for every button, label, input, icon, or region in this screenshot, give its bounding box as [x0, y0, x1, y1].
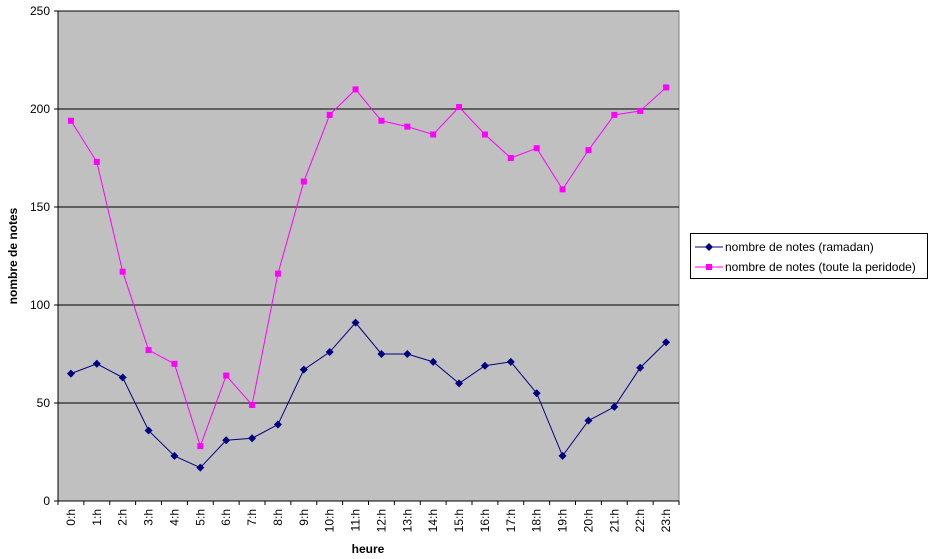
data-point [171, 360, 178, 367]
data-point [662, 338, 671, 347]
x-tick-label: 23:h [659, 509, 673, 532]
x-tick-label: 14:h [426, 509, 440, 532]
data-point [299, 365, 308, 374]
legend-label-toute-la-periode: nombre de notes (toute la peridode) [725, 260, 916, 274]
x-tick-label: 17:h [504, 509, 518, 532]
y-tick-label: 100 [30, 298, 50, 312]
x-tick-label: 7:h [245, 509, 259, 526]
data-point [273, 420, 282, 429]
x-tick-label: 2:h [116, 509, 130, 526]
data-point [506, 357, 515, 366]
data-point [663, 84, 670, 91]
data-point [326, 111, 333, 118]
legend-item-toute-la-periode: nombre de notes (toute la peridode) [691, 259, 927, 275]
x-tick-label: 1:h [90, 509, 104, 526]
data-point [481, 131, 488, 138]
data-point [144, 426, 153, 435]
y-tick-label: 200 [30, 102, 50, 116]
data-point [532, 389, 541, 398]
data-point [637, 107, 644, 114]
legend-swatch-toute-la-periode [695, 264, 723, 270]
data-point [325, 348, 334, 357]
data-point [92, 359, 101, 368]
data-point [430, 131, 437, 138]
data-point [93, 158, 100, 165]
data-point [480, 361, 489, 370]
x-tick-label: 8:h [271, 509, 285, 526]
data-point [404, 123, 411, 130]
data-point [300, 178, 307, 185]
x-tick-label: 9:h [297, 509, 311, 526]
data-point [274, 270, 281, 277]
data-point [611, 111, 618, 118]
data-point [636, 363, 645, 372]
data-point [455, 379, 464, 388]
x-tick-label: 5:h [193, 509, 207, 526]
y-tick-label: 250 [30, 4, 50, 18]
data-point [352, 86, 359, 93]
data-point [507, 155, 514, 161]
data-point [559, 186, 566, 193]
series-line [70, 87, 667, 448]
data-point [351, 318, 360, 327]
legend: nombre de notes (ramadan) nombre de note… [690, 233, 928, 279]
data-point [67, 117, 74, 124]
x-tick-label: 13:h [400, 509, 414, 532]
data-point [429, 357, 438, 366]
x-tick-label: 0:h [64, 509, 78, 526]
y-axis-title: nombre de notes [6, 207, 20, 304]
data-point [145, 347, 152, 354]
x-tick-label: 15:h [452, 509, 466, 532]
data-point [118, 373, 127, 382]
y-tick-label: 50 [37, 396, 51, 410]
x-tick-label: 12:h [374, 509, 388, 532]
x-tick-label: 4:h [167, 509, 181, 526]
legend-item-ramadan: nombre de notes (ramadan) [691, 239, 927, 255]
x-tick-label: 22:h [633, 509, 647, 532]
y-tick-label: 150 [30, 200, 50, 214]
plot-background [57, 10, 680, 502]
data-point [66, 369, 75, 378]
x-tick-label: 6:h [219, 509, 233, 526]
x-axis-title: heure [352, 542, 385, 556]
x-tick-label: 11:h [349, 509, 363, 531]
x-tick-label: 21:h [607, 509, 621, 532]
data-point [378, 117, 385, 124]
series-ramadan [66, 318, 671, 472]
legend-swatch-ramadan [695, 243, 723, 251]
data-point [119, 268, 126, 275]
data-point [584, 416, 593, 425]
data-point [249, 401, 256, 408]
data-point [222, 436, 231, 445]
x-tick-label: 19:h [556, 509, 570, 532]
series-group [66, 84, 671, 472]
plot-area [57, 10, 680, 502]
data-point [403, 350, 412, 358]
series-line [70, 321, 667, 469]
data-point [610, 402, 619, 411]
x-tick-label: 10:h [323, 509, 337, 532]
data-point [196, 463, 205, 472]
y-tick-label: 0 [43, 494, 50, 508]
data-point [456, 104, 463, 111]
x-tick-label: 20:h [581, 509, 595, 532]
axes: 0 50 100 150 200 250 0:h 1:h 2:h 3:h 4:h 5:h 6:h 7:h 8… [30, 4, 680, 532]
x-tick-label: 18:h [530, 509, 544, 532]
legend-label-ramadan: nombre de notes (ramadan) [725, 240, 874, 254]
data-point [197, 443, 204, 450]
data-point [585, 147, 592, 154]
series-toute-la-periode [67, 84, 670, 450]
data-point [558, 451, 567, 460]
data-point [170, 451, 179, 460]
x-tick-label: 3:h [142, 509, 156, 526]
data-point [533, 145, 540, 152]
data-point [377, 350, 386, 358]
data-point [248, 434, 257, 443]
x-tick-label: 16:h [478, 509, 492, 532]
data-point [223, 372, 230, 379]
